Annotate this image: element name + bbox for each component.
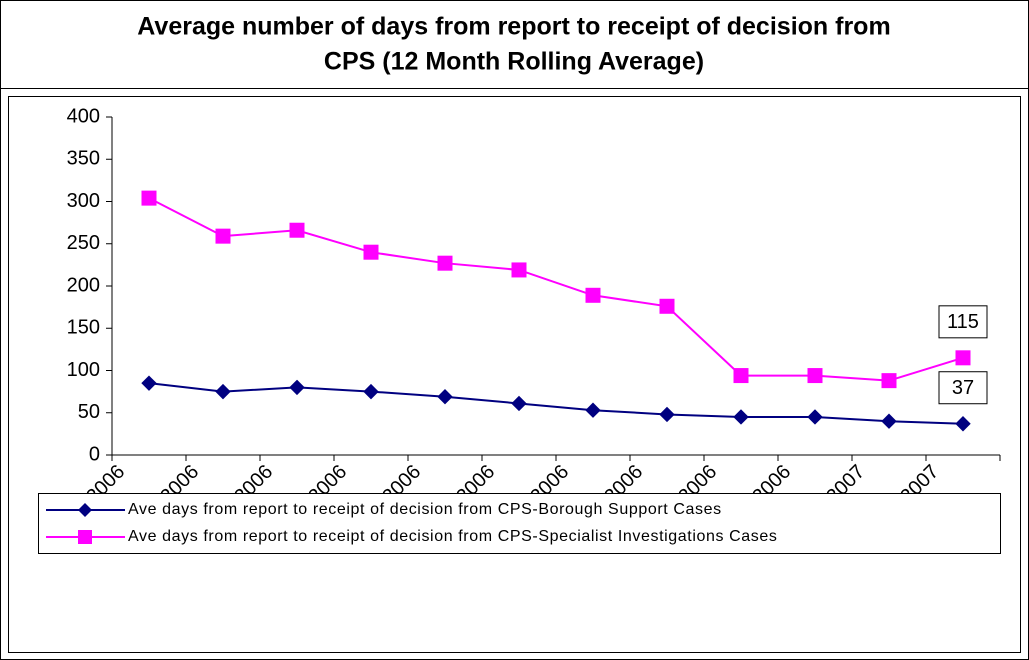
marker	[807, 368, 823, 384]
series-line	[148, 382, 964, 425]
marker	[881, 373, 897, 389]
y-tick-label: 50	[78, 401, 100, 423]
chart-frame	[8, 96, 1021, 653]
marker	[659, 406, 675, 423]
y-tick-label: 200	[67, 274, 100, 296]
marker	[511, 262, 527, 278]
marker	[437, 255, 453, 271]
legend-label: Ave days from report to receipt of decis…	[128, 528, 777, 545]
legend-label: Ave days from report to receipt of decis…	[128, 501, 722, 518]
legend-marker	[78, 503, 92, 517]
y-tick-label: 0	[89, 443, 100, 465]
marker	[215, 228, 231, 244]
y-tick-label: 300	[67, 190, 100, 212]
legend-marker	[78, 530, 92, 544]
y-tick-label: 350	[67, 148, 100, 170]
marker	[733, 368, 749, 384]
data-label: 115	[947, 311, 979, 333]
chart-title: CPS (12 Month Rolling Average)	[324, 48, 704, 76]
marker	[585, 287, 601, 303]
y-tick-label: 400	[67, 105, 100, 127]
marker	[141, 375, 157, 391]
marker	[955, 350, 971, 366]
series-line	[148, 197, 964, 382]
marker	[807, 409, 823, 425]
y-tick-label: 150	[67, 317, 100, 339]
y-tick-label: 250	[67, 232, 100, 254]
marker	[659, 298, 675, 314]
marker	[511, 395, 527, 412]
y-tick-label: 100	[67, 359, 100, 381]
data-label: 37	[952, 377, 974, 399]
chart-title: Average number of days from report to re…	[137, 13, 890, 41]
marker	[363, 244, 379, 260]
marker	[955, 416, 971, 432]
marker	[289, 222, 305, 238]
marker	[437, 388, 453, 405]
marker	[881, 413, 897, 429]
data-label-box	[938, 305, 988, 339]
marker	[215, 383, 231, 400]
marker	[733, 409, 749, 425]
marker	[289, 379, 305, 396]
legend	[38, 493, 1001, 554]
marker	[141, 190, 157, 206]
marker	[363, 383, 379, 400]
marker	[585, 402, 601, 418]
data-label-box	[938, 371, 988, 405]
